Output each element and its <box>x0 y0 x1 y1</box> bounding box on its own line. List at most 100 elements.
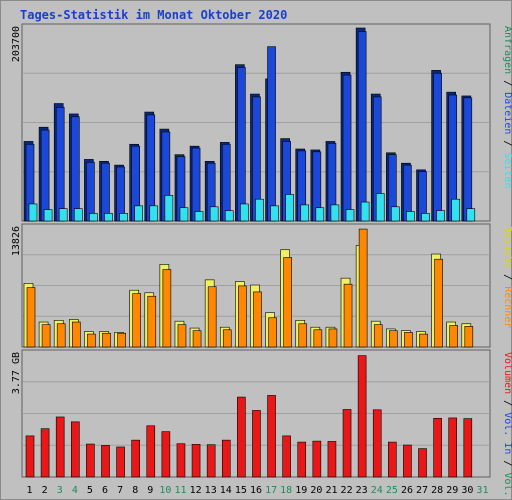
x-axis-day-label: 17 <box>265 485 277 496</box>
bar-seiten <box>119 213 128 222</box>
x-axis-day-label: 13 <box>205 485 217 496</box>
bar-seiten <box>224 210 234 222</box>
x-axis-day-label: 10 <box>159 485 171 496</box>
x-axis-day-label: 29 <box>446 485 458 496</box>
bar-rechner <box>117 332 126 348</box>
bar-rechner <box>434 258 443 348</box>
bar-rechner <box>404 332 413 348</box>
bar-rechner <box>177 324 187 348</box>
x-axis-day-label: 23 <box>356 485 368 496</box>
x-axis-day-label: 9 <box>147 485 153 496</box>
bar-seiten <box>73 208 83 222</box>
bar-seiten <box>104 213 113 222</box>
bar-dateien <box>146 114 156 222</box>
y-axis-max-label: 203700 <box>11 26 22 62</box>
bar-dateien <box>70 116 80 222</box>
x-axis-day-label: 31 <box>476 485 488 496</box>
bar-rechner <box>373 324 383 348</box>
x-axis-day-label: 22 <box>341 485 353 496</box>
bar-volumen <box>176 443 186 478</box>
bar-rechner <box>343 283 353 348</box>
bar-volumen <box>191 444 201 478</box>
bar-rechner <box>313 329 323 348</box>
bar-seiten <box>134 205 143 222</box>
bar-seiten <box>451 198 461 222</box>
bar-volumen <box>25 435 35 478</box>
x-axis-day-label: 12 <box>190 485 202 496</box>
x-axis-day-label: 20 <box>310 485 322 496</box>
bar-rechner <box>207 286 217 348</box>
bar-dateien <box>40 129 50 222</box>
bar-seiten <box>421 213 430 222</box>
bar-volumen <box>101 445 110 478</box>
bar-volumen <box>237 396 246 478</box>
bar-seiten <box>58 208 68 222</box>
bar-rechner <box>41 324 51 348</box>
bar-volumen <box>267 395 276 478</box>
legend-entry: / <box>502 454 512 472</box>
bar-seiten <box>330 204 340 222</box>
bar-dateien <box>267 46 276 222</box>
bar-dateien <box>86 161 95 222</box>
x-axis-day-label: 6 <box>102 485 108 496</box>
legend-entry: Seiten <box>502 152 512 188</box>
bar-rechner <box>283 257 292 348</box>
legend-entry: / <box>502 394 512 412</box>
bar-dateien <box>116 166 125 222</box>
bar-rechner <box>192 330 202 348</box>
bar-seiten <box>345 209 355 222</box>
bar-volumen <box>282 435 291 478</box>
bar-seiten <box>315 207 325 222</box>
x-axis-day-label: 28 <box>431 485 443 496</box>
bar-rechner <box>222 329 232 348</box>
x-axis-day-label: 7 <box>117 485 123 496</box>
bar-dateien <box>191 147 201 222</box>
bar-rechner <box>464 326 474 348</box>
x-axis-day-label: 8 <box>132 485 138 496</box>
bar-seiten <box>360 201 370 222</box>
x-axis-day-label: 1 <box>27 485 33 496</box>
bar-volumen <box>252 410 261 478</box>
bar-volumen <box>161 431 171 478</box>
x-axis-day-label: 18 <box>280 485 292 496</box>
x-axis-day-label: 4 <box>72 485 78 496</box>
legend-entry: Dateien <box>502 92 512 134</box>
bar-rechner <box>238 285 247 348</box>
legend-entry: Rechner <box>502 286 512 328</box>
bar-seiten <box>285 194 294 222</box>
bar-volumen <box>418 448 427 478</box>
legend-entry: Vol. Out <box>502 472 512 500</box>
bar-volumen <box>312 440 322 478</box>
y-axis-max-label: 3.77 GB <box>11 352 22 394</box>
bar-volumen <box>448 417 458 478</box>
bar-seiten <box>209 206 219 222</box>
bar-volumen <box>297 441 307 478</box>
bar-volumen <box>40 428 50 478</box>
x-axis-day-label: 16 <box>250 485 262 496</box>
bar-rechner <box>26 287 36 348</box>
bar-seiten <box>375 193 385 222</box>
bar-volumen <box>388 441 397 478</box>
bar-rechner <box>56 323 66 348</box>
bar-seiten <box>240 203 249 222</box>
bar-seiten <box>164 195 174 222</box>
bar-rechner <box>253 291 262 348</box>
bar-volumen <box>70 421 80 478</box>
x-axis-day-label: 27 <box>416 485 428 496</box>
legend-entry: Volumen <box>502 352 512 394</box>
bar-volumen <box>372 409 382 478</box>
bar-rechner <box>132 293 141 348</box>
legend: Volumen / Vol. In / Vol. Out <box>502 352 512 500</box>
bar-dateien <box>55 107 65 222</box>
x-axis-day-label: 19 <box>295 485 307 496</box>
bar-seiten <box>436 210 445 222</box>
bar-volumen <box>221 439 231 478</box>
bar-volumen <box>342 409 352 478</box>
bar-rechner <box>298 323 308 348</box>
bar-rechner <box>71 321 81 348</box>
bar-rechner <box>162 269 172 348</box>
bar-volumen <box>463 418 473 478</box>
bar-seiten <box>270 205 279 222</box>
x-axis-day-label: 2 <box>42 485 48 496</box>
